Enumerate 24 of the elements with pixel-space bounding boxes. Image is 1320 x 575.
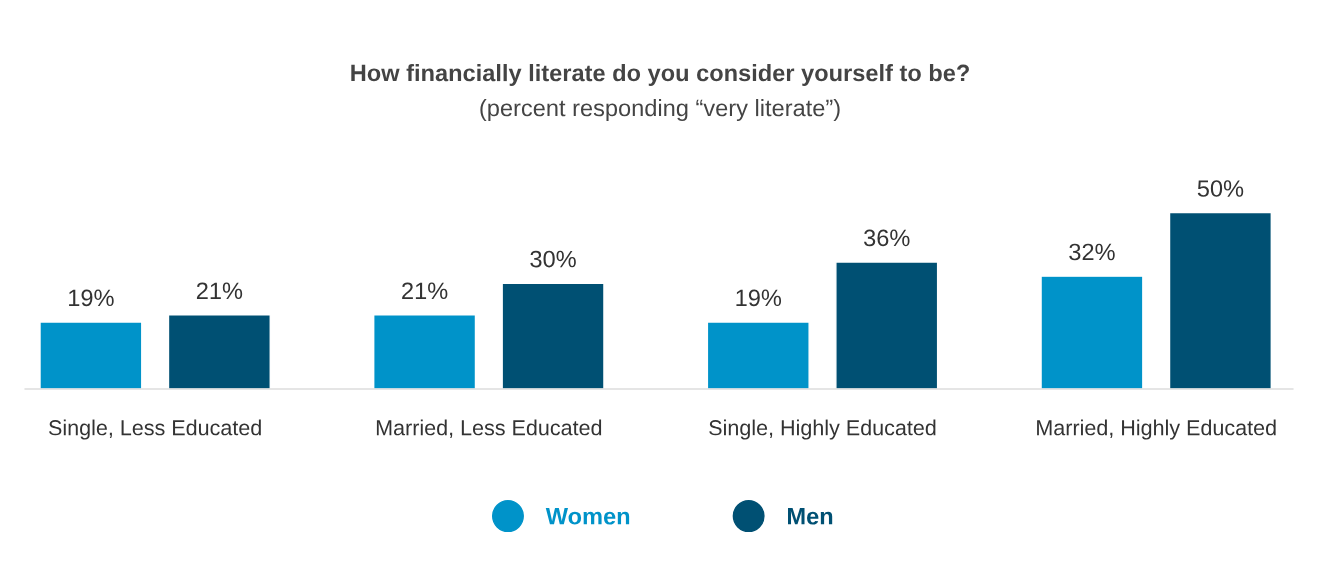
bar [501, 282, 605, 389]
x-tick-label: Single, Highly Educated [709, 419, 936, 440]
bar [706, 321, 810, 389]
bar [167, 314, 271, 389]
bar [1040, 275, 1144, 389]
x-tick-label: Married, Less Educated [376, 419, 602, 438]
data-label: 21% [402, 282, 448, 300]
data-label: 21% [196, 282, 243, 300]
x-tick-label: Married, Highly Educated [1037, 419, 1276, 440]
x-tick-label: Single, Less Educated [49, 419, 261, 440]
bar [373, 314, 477, 389]
legend-label: Women [545, 508, 630, 525]
data-label: 50% [1197, 180, 1244, 197]
bar [1168, 211, 1273, 389]
chart-subtitle: (percent responding “very literate”) [480, 99, 840, 121]
data-label: 19% [736, 289, 782, 307]
data-label: 32% [1069, 243, 1115, 261]
data-label: 36% [864, 229, 910, 247]
data-label: 19% [69, 289, 114, 307]
chart-title: How financially literate do you consider yourself to be? [351, 64, 969, 86]
bar [835, 261, 939, 389]
legend-label: Men [788, 508, 833, 525]
bar [39, 321, 143, 389]
data-label: 30% [530, 250, 576, 268]
